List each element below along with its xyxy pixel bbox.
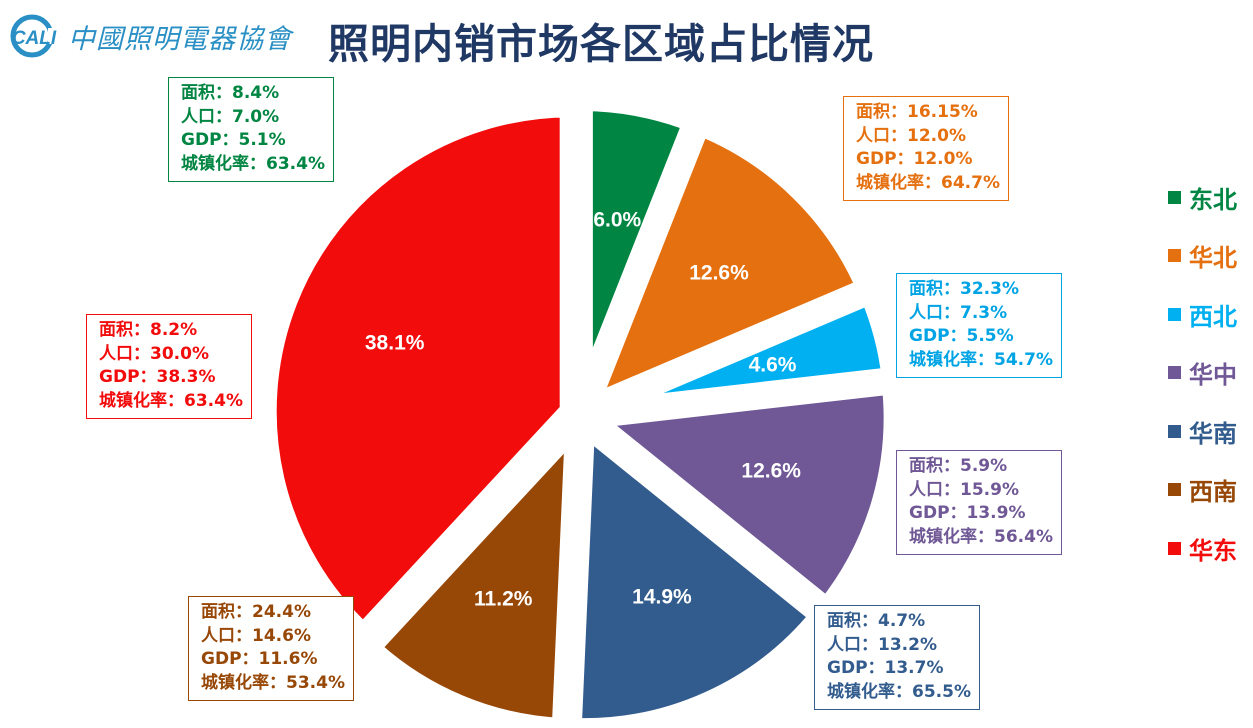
legend-item-huabei: 华北: [1168, 227, 1237, 286]
info-line: GDP：11.6%: [201, 649, 318, 669]
info-line: 面积：8.2%: [99, 320, 198, 340]
legend-swatch: [1168, 541, 1181, 555]
legend-label: 西北: [1189, 302, 1237, 331]
info-line: 人口：15.9%: [909, 479, 1019, 500]
logo-mark-text: CALI: [12, 28, 57, 49]
info-line: 城镇化率：56.4%: [909, 526, 1053, 547]
info-line: 面积：32.3%: [909, 279, 1019, 299]
info-line: 城镇化率：63.4%: [181, 153, 325, 174]
pie-slice-huanan: [559, 401, 838, 728]
info-line: 人口：12.0%: [856, 125, 966, 146]
legend-item-huadong: 华东: [1168, 519, 1237, 578]
info-box-huanan: 面积：4.7% 人口：13.2% GDP：13.7% 城镇化率：65.5%: [814, 605, 980, 710]
legend-label: 东北: [1189, 185, 1237, 214]
info-line: 面积：24.4%: [201, 602, 311, 622]
slice-label-huadong: 38.1%: [365, 331, 425, 354]
pie-slice-huazhong: [562, 371, 906, 625]
legend-item-huanan: 华南: [1168, 402, 1237, 461]
info-line: GDP：5.5%: [909, 326, 1014, 346]
legend-swatch: [1168, 190, 1181, 204]
legend-label: 西南: [1189, 478, 1237, 507]
info-line: 面积：8.4%: [181, 83, 280, 103]
info-line: 面积：5.9%: [909, 456, 1008, 476]
info-line: GDP：13.7%: [827, 658, 944, 678]
info-line: 人口：7.3%: [909, 302, 1008, 323]
info-line: 人口：7.0%: [181, 106, 280, 127]
pie-slice-huabei: [567, 109, 883, 429]
legend-item-huazhong: 华中: [1168, 344, 1237, 403]
legend-label: 华东: [1189, 536, 1237, 565]
info-line: 面积：4.7%: [827, 611, 926, 631]
info-line: 城镇化率：63.4%: [99, 390, 243, 411]
legend-swatch: [1168, 307, 1181, 321]
chart-title: 照明内销市场各区域占比情况: [328, 20, 874, 68]
legend-item-xinan: 西南: [1168, 461, 1237, 520]
info-box-xibei: 面积：32.3% 人口：7.3% GDP：5.5% 城镇化率：54.7%: [896, 273, 1062, 378]
legend-swatch: [1168, 366, 1181, 380]
legend-swatch: [1168, 249, 1181, 263]
info-box-huazhong: 面积：5.9% 人口：15.9% GDP：13.9% 城镇化率：56.4%: [896, 450, 1062, 555]
info-line: 面积：16.15%: [856, 102, 978, 122]
info-box-huabei: 面积：16.15% 人口：12.0% GDP：12.0% 城镇化率：64.7%: [843, 96, 1009, 201]
slice-label-huanan: 14.9%: [632, 585, 692, 608]
legend-item-dongbei: 东北: [1168, 168, 1237, 227]
legend: 东北华北西北华中华南西南华东: [1168, 168, 1237, 578]
slice-label-xibei: 4.6%: [749, 353, 797, 376]
slice-label-huazhong: 12.6%: [741, 460, 801, 483]
info-line: GDP：12.0%: [856, 149, 973, 169]
logo-mark: CALI: [10, 14, 62, 58]
legend-item-xibei: 西北: [1168, 285, 1237, 344]
info-line: GDP：38.3%: [99, 367, 216, 387]
slice-label-dongbei: 6.0%: [593, 208, 641, 231]
info-box-xinan: 面积：24.4% 人口：14.6% GDP：11.6% 城镇化率：53.4%: [188, 596, 354, 701]
logo: CALI 中國照明電器協會: [10, 14, 292, 58]
info-line: 城镇化率：64.7%: [856, 172, 1000, 193]
info-line: 城镇化率：54.7%: [909, 349, 1053, 370]
info-line: 人口：30.0%: [99, 343, 209, 364]
info-line: GDP：13.9%: [909, 503, 1026, 523]
legend-label: 华中: [1189, 361, 1237, 390]
pie-slice-huadong: [254, 95, 582, 651]
info-line: 人口：13.2%: [827, 634, 937, 655]
info-box-huadong: 面积：8.2% 人口：30.0% GDP：38.3% 城镇化率：63.4%: [86, 314, 252, 419]
legend-label: 华北: [1189, 244, 1237, 273]
info-line: GDP：5.1%: [181, 130, 286, 150]
info-line: 城镇化率：53.4%: [201, 672, 345, 693]
logo-text: 中國照明電器協會: [68, 23, 292, 55]
legend-label: 华南: [1189, 419, 1237, 448]
slice-label-huabei: 12.6%: [689, 261, 749, 284]
slice-label-xinan: 11.2%: [474, 588, 533, 611]
legend-swatch: [1168, 424, 1181, 438]
info-box-dongbei: 面积：8.4% 人口：7.0% GDP：5.1% 城镇化率：63.4%: [168, 77, 334, 182]
info-line: 城镇化率：65.5%: [827, 681, 971, 702]
legend-swatch: [1168, 483, 1181, 497]
info-line: 人口：14.6%: [201, 625, 311, 646]
